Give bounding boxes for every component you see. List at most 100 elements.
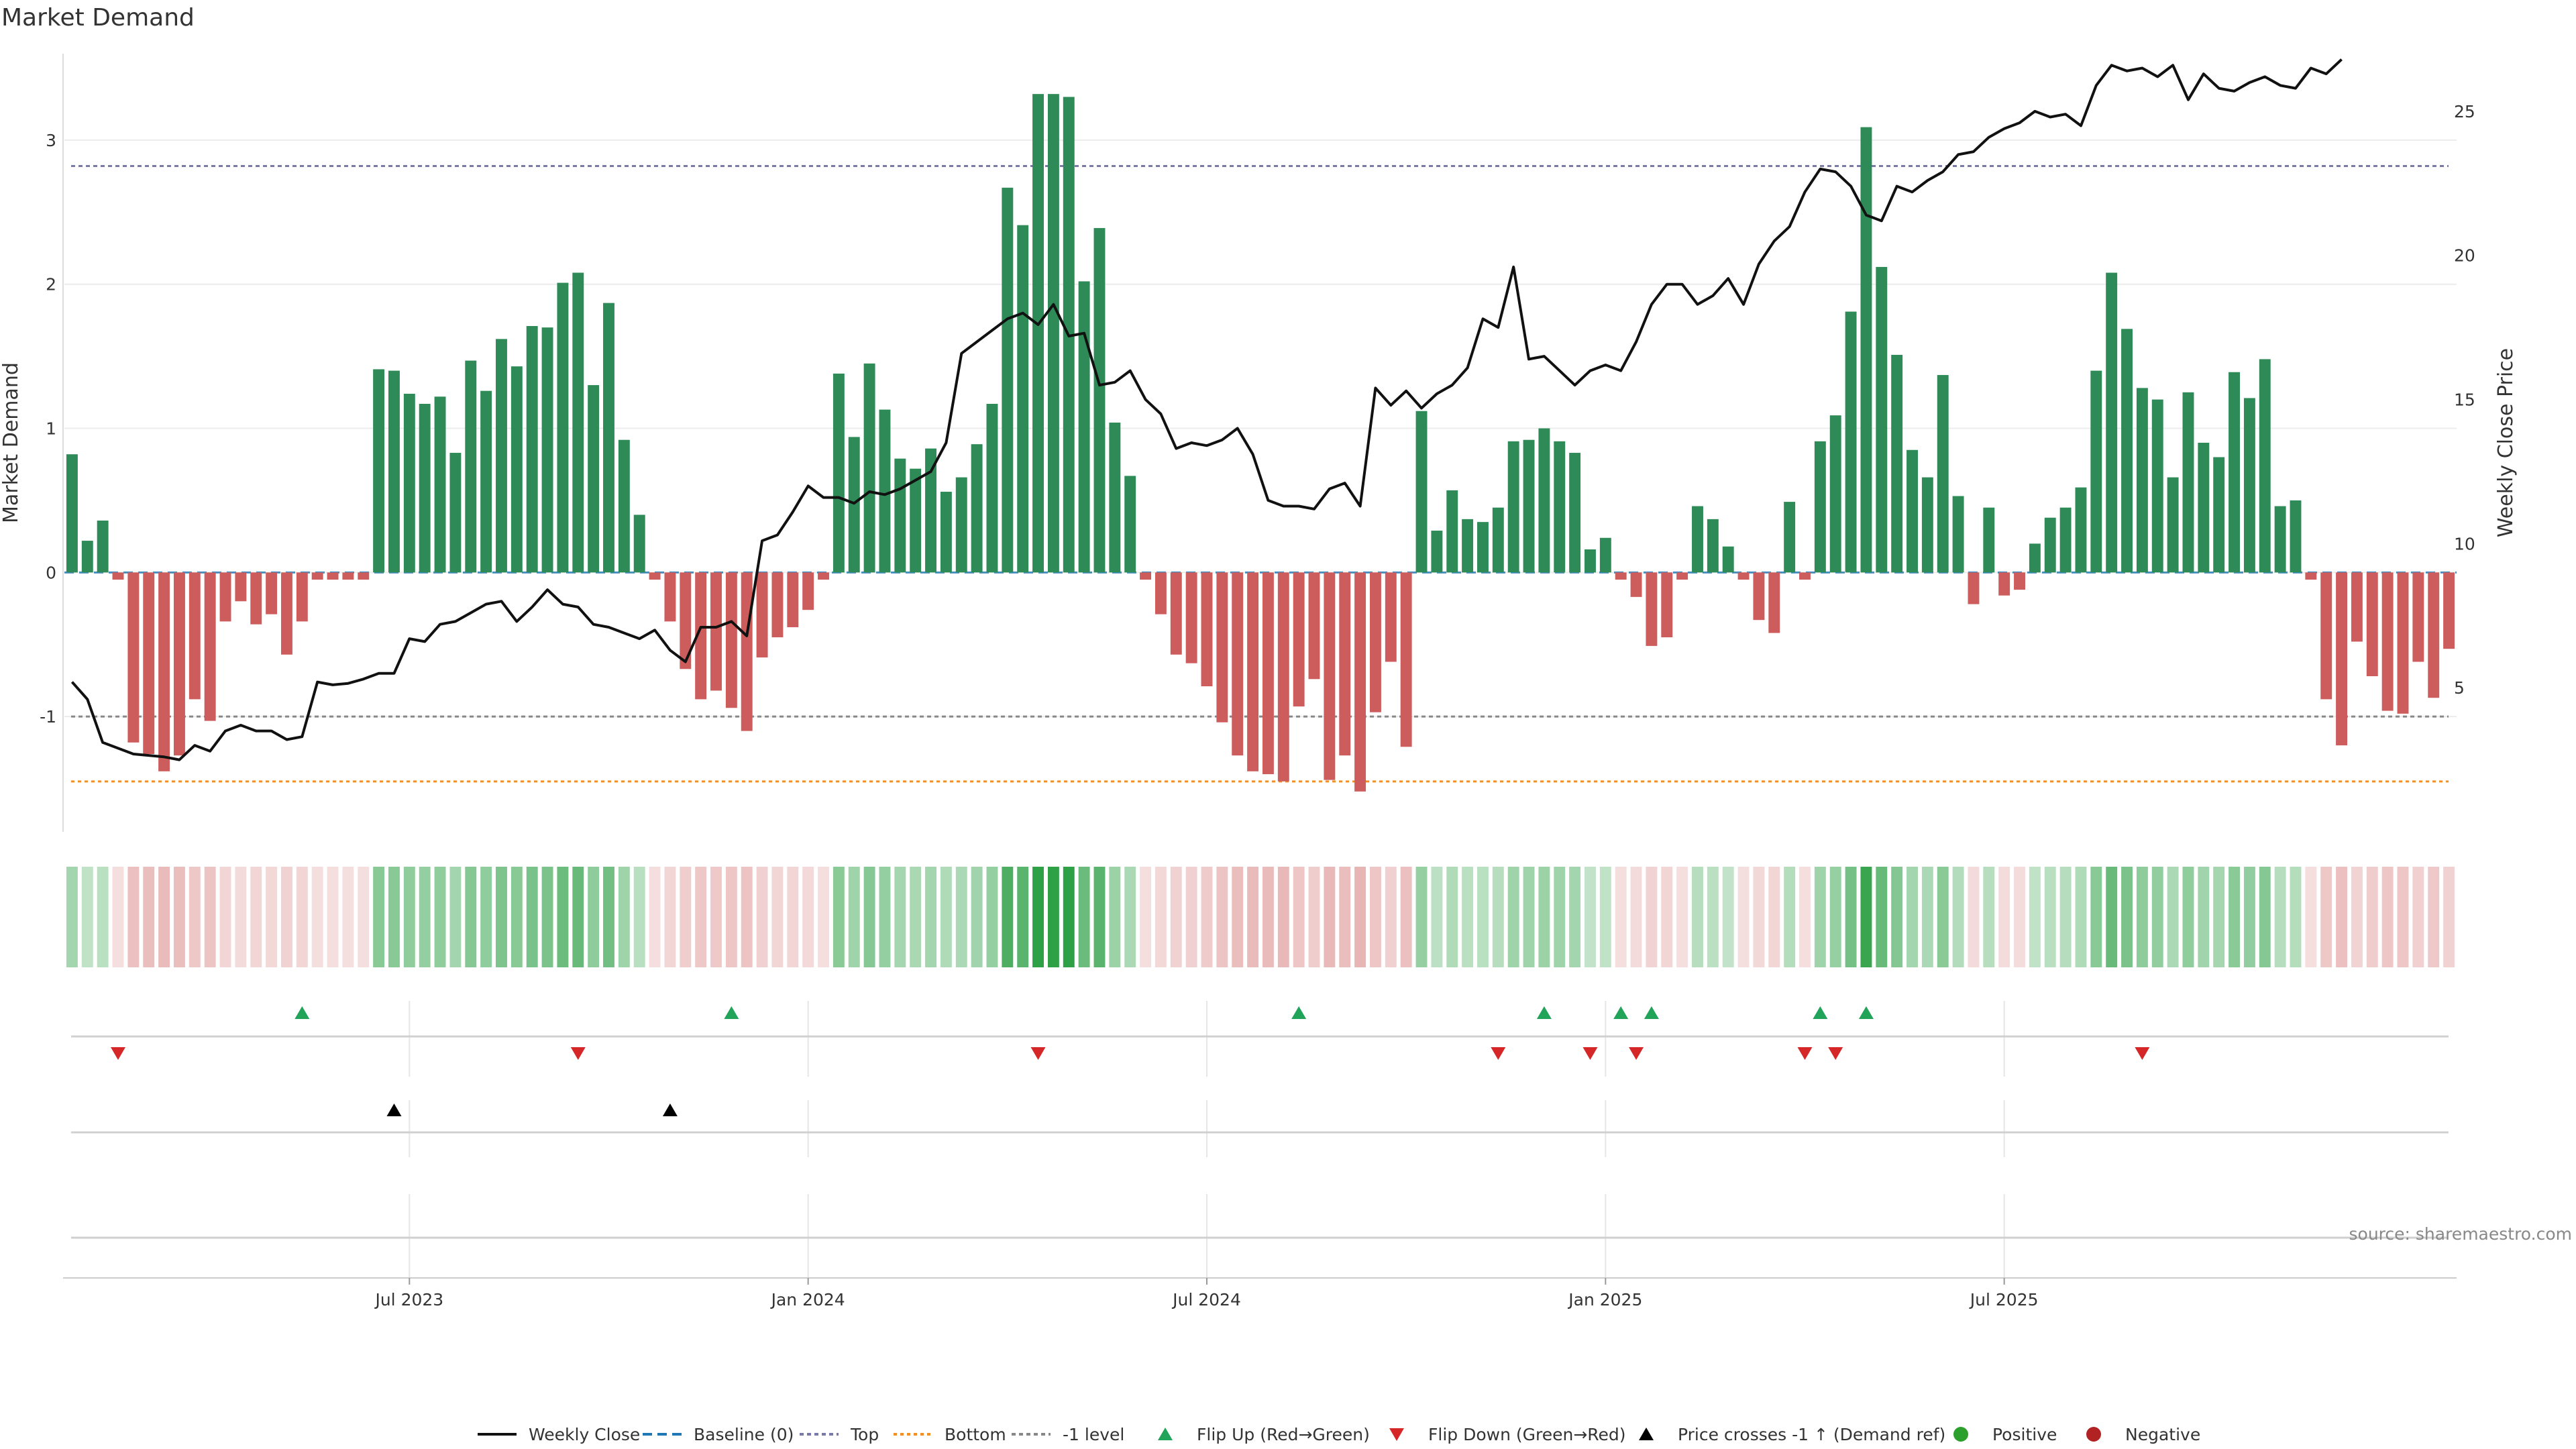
heat-cell xyxy=(2290,867,2302,967)
demand-bar xyxy=(1462,519,1474,573)
demand-bar xyxy=(266,572,278,614)
demand-bar xyxy=(250,572,262,625)
demand-bar xyxy=(1140,572,1152,580)
legend-minus-one: -1 level xyxy=(1012,1425,1124,1444)
heat-cell xyxy=(189,867,201,967)
heat-cell xyxy=(1446,867,1458,967)
heat-cell xyxy=(496,867,507,967)
flip-up-marker xyxy=(724,1006,739,1019)
demand-bar xyxy=(1676,572,1688,580)
demand-bar xyxy=(1124,476,1136,573)
heat-cell xyxy=(143,867,155,967)
heat-cell xyxy=(633,867,645,967)
flip-up-marker xyxy=(1291,1006,1307,1019)
legend-flip-up-swatch xyxy=(1158,1428,1173,1440)
demand-bar xyxy=(2274,506,2286,573)
heat-cell xyxy=(2182,867,2194,967)
legend-baseline-label: Baseline (0) xyxy=(694,1425,794,1444)
demand-bar xyxy=(419,404,431,573)
demand-bar xyxy=(2397,572,2409,714)
demand-bar xyxy=(833,373,845,573)
demand-bar xyxy=(1538,428,1550,573)
x-tick-label: Jan 2024 xyxy=(770,1290,845,1309)
y-tick-label-left: 3 xyxy=(46,131,56,150)
heat-cell xyxy=(818,867,829,967)
heat-cell xyxy=(1431,867,1443,967)
heat-cell xyxy=(81,867,93,967)
heat-cell xyxy=(1262,867,1274,967)
demand-bar xyxy=(280,572,292,655)
demand-bar xyxy=(649,572,661,580)
demand-bar xyxy=(2075,487,2087,573)
demand-bar xyxy=(664,572,676,622)
heat-cell xyxy=(1799,867,1811,967)
demand-bar xyxy=(863,363,875,573)
heat-cell xyxy=(649,867,661,967)
heat-cell xyxy=(1354,867,1366,967)
heat-cell xyxy=(280,867,292,967)
legend-bottom-label: Bottom xyxy=(945,1425,1006,1444)
demand-bar xyxy=(940,492,952,573)
demand-bar xyxy=(480,390,492,573)
legend-positive-label: Positive xyxy=(1992,1425,2057,1444)
heat-cell xyxy=(2259,867,2271,967)
demand-bar xyxy=(1431,531,1443,573)
demand-bar xyxy=(434,396,446,573)
heat-cell xyxy=(2151,867,2163,967)
legend-top: Top xyxy=(800,1425,879,1444)
demand-bar xyxy=(710,572,722,691)
heat-cell xyxy=(2213,867,2225,967)
demand-bar xyxy=(1646,572,1658,646)
heat-cell xyxy=(526,867,538,967)
heat-cell xyxy=(2121,867,2133,967)
heat-cell xyxy=(1369,867,1381,967)
flip-down-marker xyxy=(1629,1047,1644,1060)
heat-cell xyxy=(1876,867,1888,967)
heat-cell xyxy=(2090,867,2102,967)
heat-cell xyxy=(449,867,462,967)
demand-bar xyxy=(465,360,477,573)
heat-cell xyxy=(511,867,523,967)
heat-cell xyxy=(1507,867,1519,967)
heat-cell xyxy=(327,867,339,967)
legend-flip-up-label: Flip Up (Red→Green) xyxy=(1197,1425,1370,1444)
demand-bar xyxy=(358,572,370,580)
price-line-group xyxy=(70,58,2343,761)
heat-cell xyxy=(1615,867,1627,967)
heat-cell xyxy=(925,867,936,967)
demand-bar xyxy=(2029,543,2041,573)
heat-cell xyxy=(2075,867,2087,967)
legend-positive-swatch xyxy=(1953,1427,1968,1442)
heat-cell xyxy=(97,867,109,967)
y-tick-label-right: 10 xyxy=(2454,534,2475,553)
y-axis-label-right: Weekly Close Price xyxy=(2494,348,2518,537)
heat-cell xyxy=(1232,867,1244,967)
heat-cell xyxy=(710,867,722,967)
y-tick-label-right: 25 xyxy=(2454,102,2475,121)
heat-cell xyxy=(1324,867,1336,967)
heat-cell xyxy=(1599,867,1611,967)
demand-bar xyxy=(557,282,569,573)
flip-up-marker xyxy=(1813,1006,1828,1019)
demand-bar xyxy=(2366,572,2378,676)
heat-cell xyxy=(572,867,584,967)
heat-cell xyxy=(127,867,140,967)
demand-bar xyxy=(66,454,78,573)
heat-cell xyxy=(1385,867,1397,967)
heat-cell xyxy=(173,867,185,967)
demand-bar xyxy=(1998,572,2010,596)
demand-bar xyxy=(680,572,692,669)
heat-cell xyxy=(2320,867,2332,967)
flip-up-marker xyxy=(1613,1006,1629,1019)
heat-cell xyxy=(541,867,553,967)
flip-down-marker xyxy=(111,1047,126,1060)
heat-cell xyxy=(1753,867,1765,967)
y-tick-label-left: 1 xyxy=(46,419,56,439)
demand-bar xyxy=(81,541,93,573)
heat-cell xyxy=(1676,867,1688,967)
heat-cell xyxy=(1124,867,1136,967)
demand-bar xyxy=(1078,281,1090,573)
heat-cell xyxy=(1002,867,1014,967)
demand-bar xyxy=(802,572,814,610)
heat-cell xyxy=(2366,867,2378,967)
